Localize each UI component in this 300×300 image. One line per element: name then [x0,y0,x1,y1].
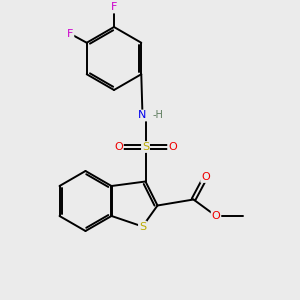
Text: S: S [139,221,146,232]
Text: F: F [67,29,74,39]
Text: S: S [142,142,149,152]
Text: F: F [111,2,117,13]
Text: -H: -H [153,110,164,120]
Text: O: O [201,172,210,182]
Text: O: O [168,142,177,152]
Text: O: O [212,211,220,221]
Text: N: N [138,110,147,121]
Text: O: O [114,142,123,152]
